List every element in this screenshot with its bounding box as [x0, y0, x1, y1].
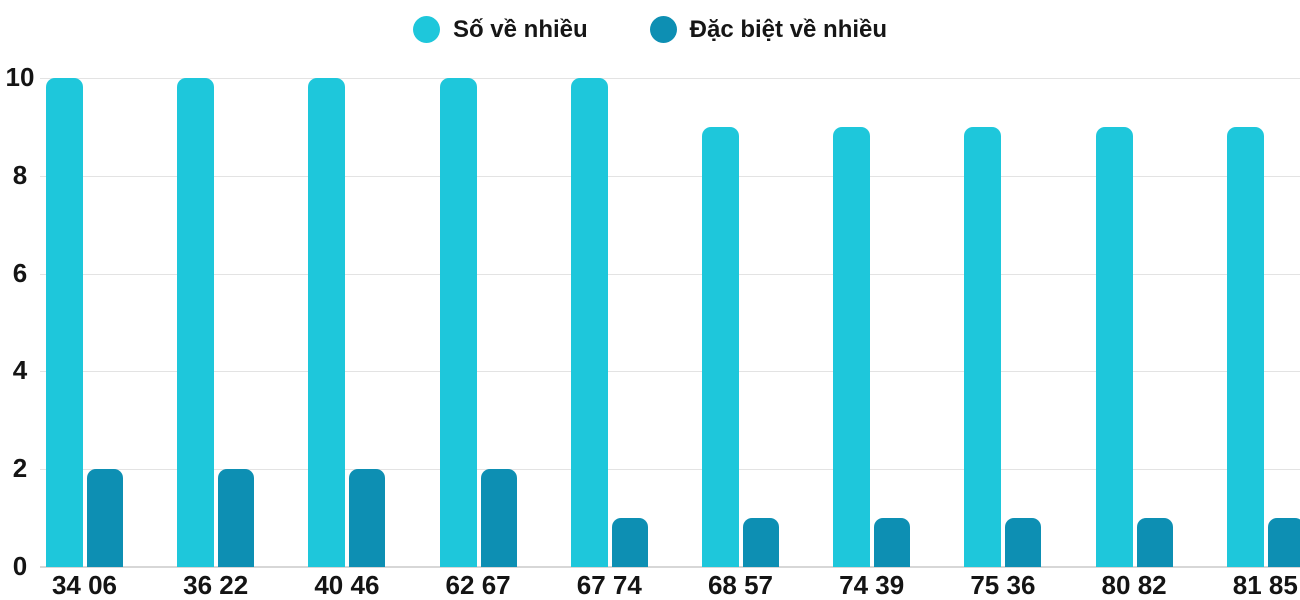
x-tick-label-34-06: 34 06 [51, 570, 118, 600]
gridline-y2 [40, 469, 1300, 471]
x-tick-label-40-46: 40 46 [314, 570, 380, 600]
y-tick-label-10: 10 [5, 62, 35, 92]
bar-so-ve-nhieu-34-06[interactable] [46, 78, 83, 567]
bar-so-ve-nhieu-80-82[interactable] [1095, 126, 1133, 567]
y-tick-label-4: 4 [12, 355, 28, 386]
gridline-y10 [40, 78, 1300, 79]
bar-dac-biet-ve-nhieu-34-06[interactable] [87, 469, 123, 567]
y-tick-label-6: 6 [12, 257, 28, 288]
bar-dac-biet-ve-nhieu-74-39[interactable] [874, 518, 911, 567]
bar-dac-biet-ve-nhieu-75-36[interactable] [1005, 518, 1042, 567]
bar-so-ve-nhieu-40-46[interactable] [308, 78, 346, 567]
bar-so-ve-nhieu-74-39[interactable] [833, 126, 871, 567]
legend-label: Số về nhiều [452, 15, 588, 43]
x-tick-label-74-39: 74 39 [839, 570, 905, 600]
legend-dot-icon [649, 16, 677, 43]
x-tick-label-62-67: 62 67 [445, 570, 511, 600]
bar-so-ve-nhieu-62-67[interactable] [439, 78, 477, 567]
bar-so-ve-nhieu-68-57[interactable] [702, 126, 739, 567]
gridline-y8 [40, 175, 1300, 177]
bar-so-ve-nhieu-81-85[interactable] [1226, 126, 1264, 567]
legend-item-1[interactable]: Đặc biệt về nhiều [649, 15, 888, 44]
y-tick-label-8: 8 [12, 159, 28, 190]
bar-dac-biet-ve-nhieu-36-22[interactable] [218, 469, 255, 567]
bar-so-ve-nhieu-75-36[interactable] [964, 126, 1002, 567]
bar-dac-biet-ve-nhieu-81-85[interactable] [1267, 518, 1300, 567]
bar-dac-biet-ve-nhieu-80-82[interactable] [1136, 518, 1173, 567]
bar-dac-biet-ve-nhieu-62-67[interactable] [480, 469, 517, 567]
x-axis-line [40, 566, 1300, 568]
y-tick-label-0: 0 [12, 551, 28, 581]
x-tick-label-81-85: 81 85 [1232, 570, 1298, 600]
bar-dac-biet-ve-nhieu-67-74[interactable] [611, 518, 648, 567]
gridline-y6 [40, 273, 1300, 275]
legend-dot-icon [412, 16, 440, 43]
bar-dac-biet-ve-nhieu-68-57[interactable] [743, 518, 779, 567]
bar-so-ve-nhieu-67-74[interactable] [570, 78, 608, 567]
x-tick-label-68-57: 68 57 [707, 570, 774, 600]
gridline-y4 [40, 371, 1300, 373]
chart-legend: Số về nhiều Đặc biệt về nhiều [0, 12, 1300, 47]
x-tick-label-36-22: 36 22 [183, 570, 249, 600]
y-tick-label-2: 2 [12, 453, 28, 484]
legend-label: Đặc biệt về nhiều [689, 15, 888, 43]
x-tick-label-80-82: 80 82 [1101, 570, 1167, 600]
legend-item-0[interactable]: Số về nhiều [412, 15, 588, 44]
bar-dac-biet-ve-nhieu-40-46[interactable] [349, 469, 386, 567]
x-tick-label-75-36: 75 36 [970, 570, 1036, 600]
x-tick-label-67-74: 67 74 [576, 570, 642, 600]
bar-so-ve-nhieu-36-22[interactable] [177, 78, 215, 567]
